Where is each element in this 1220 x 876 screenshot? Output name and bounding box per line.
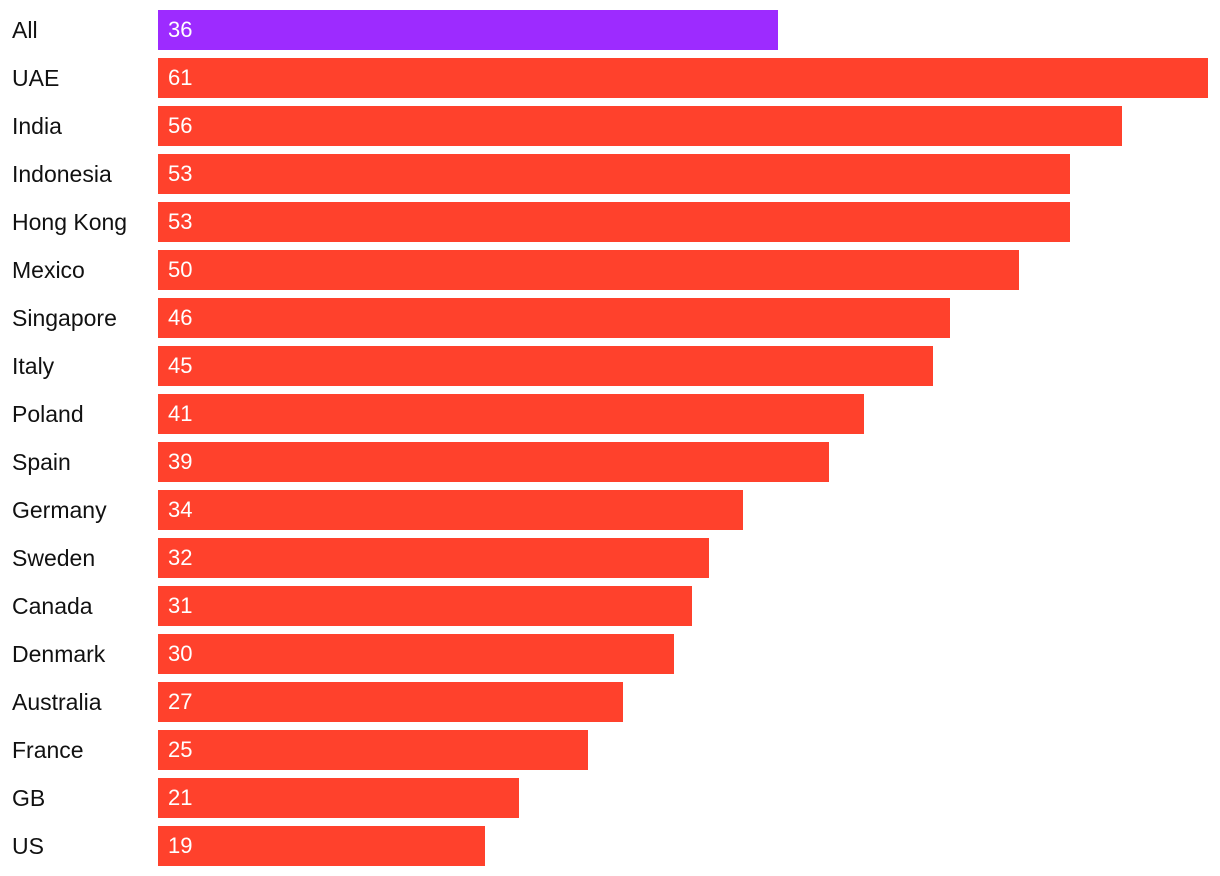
value-label: 34: [168, 497, 193, 522]
category-label: Hong Kong: [12, 209, 128, 235]
bar: [158, 586, 692, 626]
category-label: GB: [12, 785, 46, 811]
category-label: India: [12, 113, 62, 139]
bar: [158, 778, 519, 818]
bar: [158, 202, 1070, 242]
category-label: Australia: [12, 689, 102, 715]
bar: [158, 346, 933, 386]
bar-row: Indonesia 53: [0, 154, 1220, 194]
bar-row: India 56: [0, 106, 1220, 146]
bar-row: All 36: [0, 10, 1220, 50]
category-label: France: [12, 737, 84, 763]
bar-row: France 25: [0, 730, 1220, 770]
category-label: Mexico: [12, 257, 85, 283]
category-label: Spain: [12, 449, 71, 475]
category-label: UAE: [12, 65, 60, 91]
value-label: 19: [168, 833, 193, 858]
value-label: 56: [168, 113, 193, 138]
value-label: 25: [168, 737, 193, 762]
value-label: 45: [168, 353, 193, 378]
bar: [158, 442, 829, 482]
bar-row: Australia 27: [0, 682, 1220, 722]
bar-row: Poland 41: [0, 394, 1220, 434]
bar: [158, 154, 1070, 194]
value-label: 50: [168, 257, 193, 282]
value-label: 46: [168, 305, 193, 330]
value-label: 32: [168, 545, 193, 570]
category-label: Canada: [12, 593, 93, 619]
value-label: 30: [168, 641, 193, 666]
bar: [158, 634, 674, 674]
bar: [158, 58, 1208, 98]
category-label: Denmark: [12, 641, 106, 667]
bar-row: GB 21: [0, 778, 1220, 818]
category-label: Indonesia: [12, 161, 112, 187]
bar: [158, 538, 709, 578]
value-label: 53: [168, 161, 193, 186]
bar: [158, 10, 778, 50]
value-label: 31: [168, 593, 193, 618]
bar-row: Denmark 30: [0, 634, 1220, 674]
value-label: 39: [168, 449, 193, 474]
bar: [158, 106, 1122, 146]
value-label: 21: [168, 785, 193, 810]
bar-row: Canada 31: [0, 586, 1220, 626]
bar-row: Italy 45: [0, 346, 1220, 386]
category-label: Sweden: [12, 545, 96, 571]
bar-row: US 19: [0, 826, 1220, 866]
bar: [158, 682, 623, 722]
value-label: 27: [168, 689, 193, 714]
category-label: Singapore: [12, 305, 117, 331]
bar: [158, 394, 864, 434]
bar-row: Germany 34: [0, 490, 1220, 530]
bar: [158, 490, 743, 530]
bar-row: Spain 39: [0, 442, 1220, 482]
bar-row: UAE 61: [0, 58, 1220, 98]
value-label: 41: [168, 401, 193, 426]
category-label: All: [12, 17, 38, 43]
bar-row: Singapore 46: [0, 298, 1220, 338]
bar-row: Sweden 32: [0, 538, 1220, 578]
category-label: US: [12, 833, 44, 859]
value-label: 61: [168, 65, 193, 90]
category-label: Germany: [12, 497, 107, 523]
bar-row: Mexico 50: [0, 250, 1220, 290]
bar: [158, 826, 485, 866]
value-label: 53: [168, 209, 193, 234]
value-label: 36: [168, 17, 193, 42]
bar: [158, 298, 950, 338]
bar: [158, 730, 588, 770]
bar: [158, 250, 1019, 290]
category-label: Poland: [12, 401, 84, 427]
category-label: Italy: [12, 353, 55, 379]
bar-row: Hong Kong 53: [0, 202, 1220, 242]
